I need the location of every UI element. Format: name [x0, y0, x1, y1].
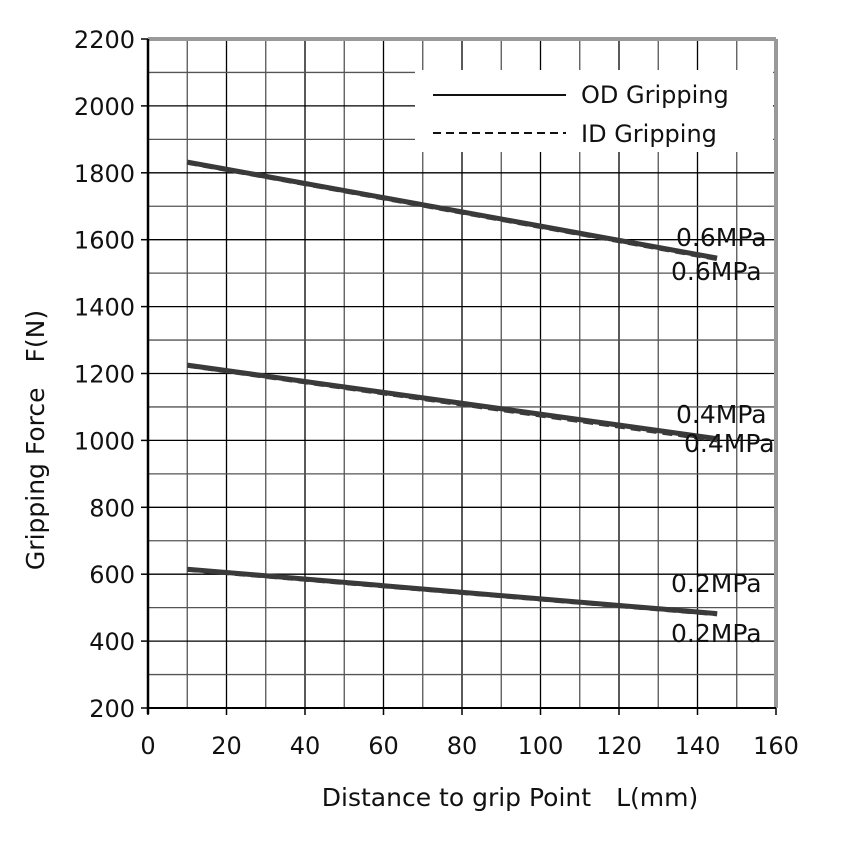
pressure-label: 0.2MPa [671, 569, 762, 598]
x-tick-label: 80 [447, 732, 478, 760]
pressure-label: 0.4MPa [684, 429, 775, 458]
y-axis-label: Gripping Force F(N) [21, 310, 50, 570]
x-tick-label: 140 [675, 732, 721, 760]
tick-labels: 0 20 40 60 80 100 120 140 160 200 400 600 800 1000 120… [74, 26, 799, 760]
x-tick-label: 160 [753, 732, 799, 760]
y-tick-label: 1800 [74, 160, 135, 188]
y-tick-label: 200 [89, 695, 135, 723]
y-tick-label: 2200 [74, 26, 135, 54]
y-tick-label: 1200 [74, 361, 135, 389]
id-line-0.4MPa [186, 363, 718, 443]
pressure-label: 0.6MPa [671, 257, 762, 286]
x-tick-label: 120 [596, 732, 642, 760]
id-line-0.6MPa [186, 160, 718, 262]
x-axis-label: Distance to grip Point L(mm) [322, 783, 698, 812]
pressure-label: 0.6MPa [676, 223, 767, 252]
y-tick-label: 400 [89, 628, 135, 656]
pressure-label: 0.2MPa [671, 619, 762, 648]
x-tick-label: 60 [368, 732, 399, 760]
x-tick-label: 0 [140, 732, 155, 760]
legend: OD Gripping ID Gripping [415, 70, 773, 152]
id-line-0.2MPa [187, 567, 718, 617]
y-tick-label: 1600 [74, 227, 135, 255]
x-tick-label: 20 [211, 732, 242, 760]
y-tick-label: 600 [89, 561, 135, 589]
y-tick-label: 1400 [74, 294, 135, 322]
pressure-label: 0.4MPa [676, 400, 767, 429]
legend-background [415, 70, 773, 152]
x-tick-label: 40 [290, 732, 321, 760]
y-tick-label: 2000 [74, 93, 135, 121]
y-tick-label: 1000 [74, 427, 135, 455]
y-tick-label: 800 [89, 494, 135, 522]
series-lines [186, 159, 718, 617]
x-tick-label: 100 [518, 732, 564, 760]
legend-id-label: ID Gripping [581, 120, 717, 148]
legend-od-label: OD Gripping [581, 81, 729, 109]
